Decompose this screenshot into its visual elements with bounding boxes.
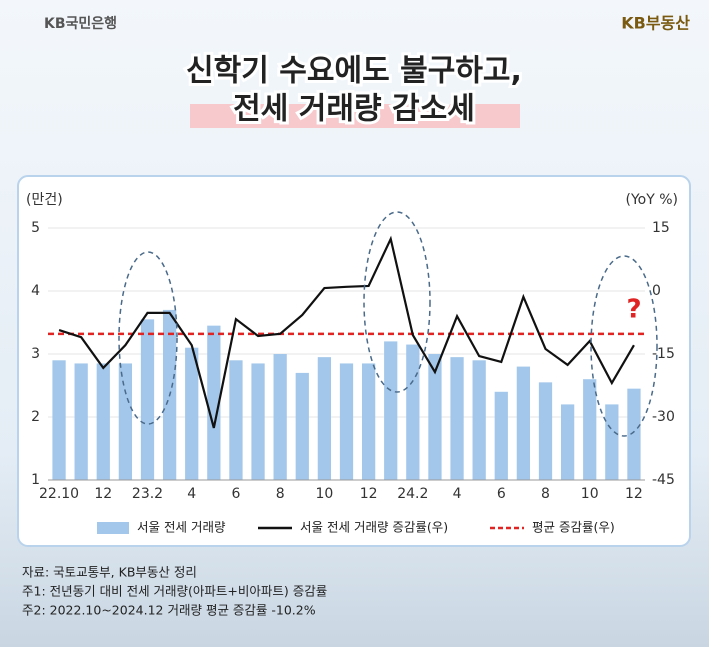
y2-axis-label: (YoY %): [626, 192, 679, 208]
x-tick-label: 12: [360, 486, 378, 502]
x-tick-label: 22.10: [39, 486, 79, 502]
x-tick-label: 6: [231, 486, 240, 502]
y-tick-label: 5: [31, 220, 40, 236]
right-logo: KB부동산: [621, 14, 690, 33]
legend-swatch: [97, 522, 129, 534]
y2-tick-label: -30: [652, 409, 675, 425]
x-tick-label: 6: [497, 486, 506, 502]
bar: [605, 404, 619, 480]
x-tick-label: 12: [625, 486, 643, 502]
legend-label: 서울 전세 거래량: [137, 520, 226, 535]
y-axis-label: (만건): [26, 192, 63, 208]
bar: [229, 360, 243, 480]
bar: [251, 363, 265, 480]
bar: [339, 363, 354, 480]
bar: [295, 372, 309, 480]
bar: [494, 391, 508, 480]
bar: [560, 404, 575, 480]
bar: [538, 382, 553, 480]
bar: [428, 354, 442, 480]
x-tick-label: 10: [581, 486, 599, 502]
bar: [317, 357, 332, 480]
y-tick-label: 2: [31, 409, 40, 425]
note: 주2: 2022.10~2024.12 거래량 평균 증감률 -10.2%: [22, 603, 316, 618]
title-highlight: [190, 104, 520, 128]
x-tick-label: 8: [276, 486, 285, 502]
bar: [118, 363, 133, 480]
legend-label: 서울 전세 거래량 증감률(우): [300, 520, 448, 535]
y2-tick-label: -15: [652, 346, 675, 362]
bar: [472, 360, 486, 480]
bar: [384, 341, 398, 480]
y-tick-label: 3: [31, 346, 40, 362]
y-tick-label: 1: [31, 472, 40, 488]
bar: [96, 363, 110, 480]
x-tick-label: 23.2: [132, 486, 163, 502]
x-tick-label: 24.2: [397, 486, 428, 502]
x-tick-label: 12: [94, 486, 112, 502]
x-tick-label: 4: [453, 486, 462, 502]
highlight-ellipse: [363, 211, 431, 393]
note: 자료: 국토교통부, KB부동산 정리: [22, 565, 197, 580]
y2-tick-label: 15: [652, 220, 670, 236]
x-tick-label: 10: [315, 486, 333, 502]
bar: [140, 319, 155, 480]
x-tick-label: 4: [187, 486, 196, 502]
y2-tick-label: 0: [652, 283, 661, 299]
left-logo: KB국민은행: [44, 15, 117, 32]
bar: [52, 360, 66, 480]
y-tick-label: 4: [31, 283, 40, 299]
bar: [207, 325, 221, 480]
bar: [450, 357, 464, 480]
title-line2: 전세 거래량 감소세: [233, 92, 475, 127]
highlight-ellipse: [118, 251, 178, 425]
bar: [627, 388, 641, 480]
y2-tick-label: -45: [652, 472, 675, 488]
note: 주1: 전년동기 대비 전세 거래량(아파트+비아파트) 증감률: [22, 584, 327, 599]
bar: [185, 347, 199, 480]
bar: [583, 379, 597, 480]
title-line1: 신학기 수요에도 불구하고,: [186, 54, 522, 89]
line: [58, 235, 635, 429]
x-tick-label: 8: [541, 486, 550, 502]
highlight-ellipse: [590, 255, 658, 437]
annotation: ?: [626, 295, 641, 325]
bar: [516, 366, 531, 480]
bar: [273, 354, 287, 480]
bar: [74, 363, 88, 480]
bar: [406, 344, 420, 480]
bar: [361, 363, 376, 480]
legend-label: 평균 증감률(우): [532, 520, 615, 535]
